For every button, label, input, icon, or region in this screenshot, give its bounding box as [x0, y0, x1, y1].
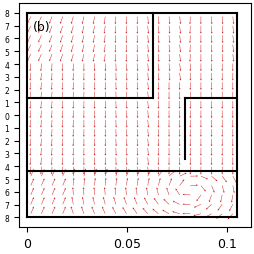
Text: (b): (b)	[33, 21, 50, 34]
